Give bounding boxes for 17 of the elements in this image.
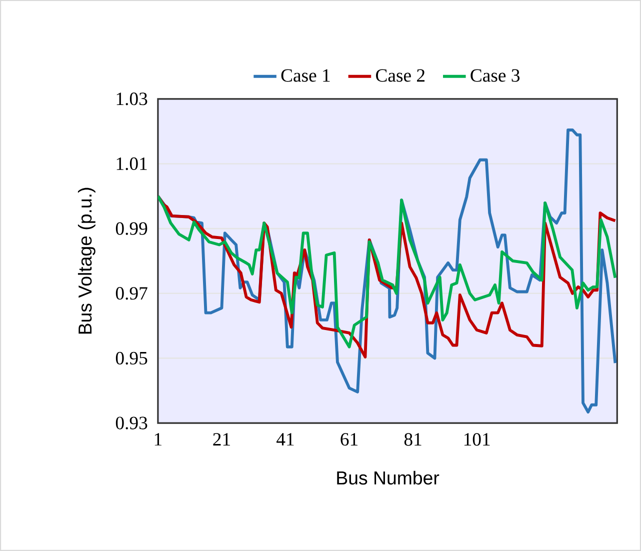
x-tick-label: 41 — [276, 433, 294, 446]
y-tick-label: 0.95 — [116, 352, 148, 365]
legend-label: Case 3 — [470, 69, 520, 82]
y-tick-label: 0.97 — [116, 287, 148, 300]
legend-label: Case 1 — [281, 69, 330, 82]
y-tick-label: 1.03 — [116, 92, 148, 106]
y-tick-label: 1.01 — [116, 157, 147, 170]
x-tick-label: 1 — [154, 433, 162, 446]
x-tick-label: 81 — [404, 433, 422, 446]
x-tick-label: 101 — [464, 433, 490, 446]
x-tick-label: 61 — [340, 433, 358, 446]
x-axis-title: Bus Number — [337, 470, 440, 485]
legend-label: Case 2 — [376, 69, 424, 82]
y-axis-title: Bus Voltage (p.u.) — [78, 188, 96, 334]
y-tick-label: 0.99 — [116, 222, 148, 235]
x-tick-label: 21 — [213, 433, 230, 446]
y-tick-label: 0.93 — [116, 416, 148, 430]
